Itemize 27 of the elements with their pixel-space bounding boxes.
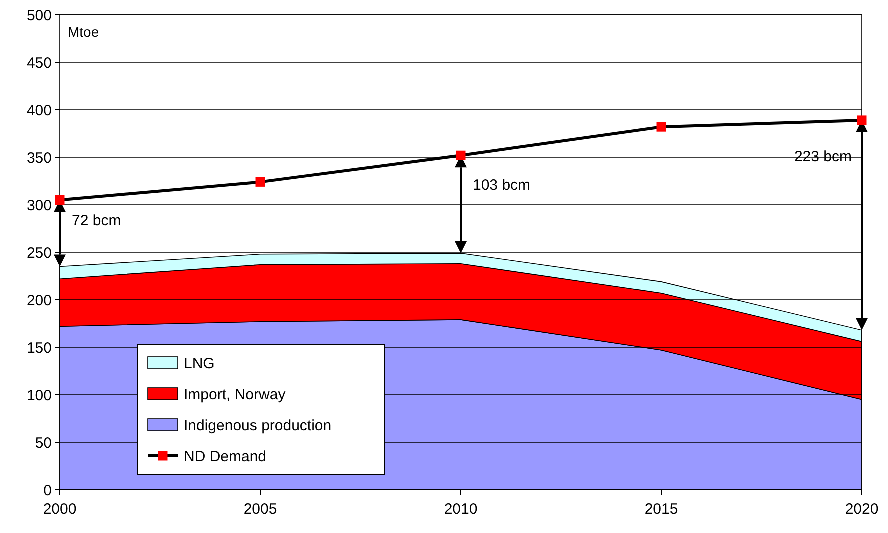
legend-label: LNG [184,355,215,372]
point [656,122,666,132]
y-tick-label: 100 [26,387,52,404]
y-tick-label: 350 [26,150,52,167]
x-tick-label: 2010 [444,501,478,518]
y-tick-label: 200 [26,292,52,310]
point [456,150,466,160]
x-tick-label: 2015 [644,501,678,518]
legend-label: Indigenous production [184,417,332,434]
x-tick-label: 2000 [43,501,77,518]
x-tick-label: 2020 [845,501,879,518]
legend-label: ND Demand [184,448,267,466]
y-tick-label: 500 [26,7,52,24]
x-tick-label: 2005 [244,501,278,518]
y-tick-label: 0 [44,482,52,500]
y-tick-label: 300 [26,197,52,214]
y-tick-label: 400 [26,102,52,120]
annotation: 103 bcm [473,177,531,194]
y-tick-label: 150 [26,340,52,357]
legend-label: Import, Norway [184,386,286,404]
annotation: 72 bcm [72,212,122,230]
y-tick-label: 50 [35,434,52,452]
point [857,116,867,126]
y-tick-label: 250 [26,244,52,262]
y-axis-title: Mtoe [68,24,100,40]
point [256,177,266,187]
y-tick-label: 450 [26,54,52,72]
